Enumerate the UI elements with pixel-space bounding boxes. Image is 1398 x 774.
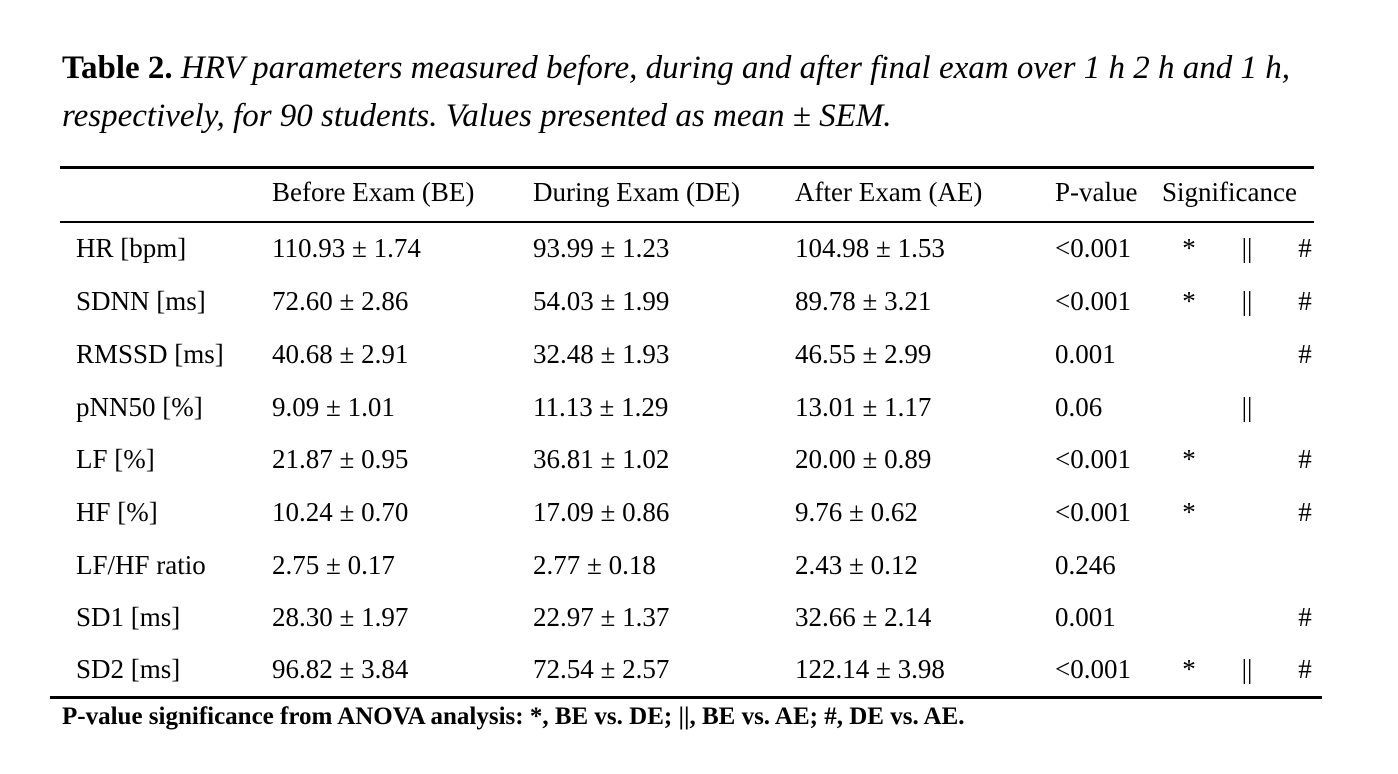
after-exam-cell: 20.00 ± 0.89 <box>795 444 932 474</box>
significance-be-de: * <box>1182 233 1196 263</box>
during-exam-cell: 11.13 ± 1.29 <box>533 392 669 422</box>
significance-de-ae: # <box>1298 602 1312 632</box>
p-value-cell: <0.001 <box>1055 233 1131 263</box>
before-exam-cell: 40.68 ± 2.91 <box>272 339 409 369</box>
p-value-cell: 0.06 <box>1055 392 1103 422</box>
header-cell: During Exam (DE) <box>533 177 740 207</box>
param-cell: pNN50 [%] <box>76 392 203 422</box>
param-cell: HF [%] <box>76 497 158 527</box>
param-cell: SD1 [ms] <box>76 602 181 632</box>
significance-be-ae: || <box>1241 233 1253 263</box>
table-footnote: P-value significance from ANOVA analysis… <box>62 703 965 730</box>
after-exam-cell: 122.14 ± 3.98 <box>795 654 945 684</box>
during-exam-cell: 54.03 ± 1.99 <box>533 286 670 316</box>
after-exam-cell: 13.01 ± 1.17 <box>795 392 932 422</box>
significance-de-ae: # <box>1298 654 1312 684</box>
p-value-cell: <0.001 <box>1055 654 1131 684</box>
after-exam-cell: 89.78 ± 3.21 <box>795 286 932 316</box>
param-cell: SDNN [ms] <box>76 286 206 316</box>
p-value-cell: <0.001 <box>1055 444 1131 474</box>
table-caption-text: HRV parameters measured before, during a… <box>62 50 1290 134</box>
significance-de-ae: # <box>1298 444 1312 474</box>
after-exam-cell: 9.76 ± 0.62 <box>795 497 918 527</box>
header-rule <box>60 221 1314 223</box>
significance-be-de: * <box>1182 497 1196 527</box>
param-cell: LF [%] <box>76 444 155 474</box>
before-exam-cell: 10.24 ± 0.70 <box>272 497 409 527</box>
significance-be-ae: || <box>1241 392 1253 422</box>
during-exam-cell: 17.09 ± 0.86 <box>533 497 670 527</box>
during-exam-cell: 32.48 ± 1.93 <box>533 339 670 369</box>
param-cell: RMSSD [ms] <box>76 339 224 369</box>
significance-be-ae: || <box>1241 654 1253 684</box>
header-cell: Before Exam (BE) <box>272 177 475 207</box>
during-exam-cell: 72.54 ± 2.57 <box>533 654 670 684</box>
before-exam-cell: 21.87 ± 0.95 <box>272 444 409 474</box>
significance-de-ae: # <box>1298 497 1312 527</box>
significance-de-ae: # <box>1298 286 1312 316</box>
before-exam-cell: 2.75 ± 0.17 <box>272 550 395 580</box>
header-cell: Significance <box>1162 177 1297 207</box>
significance-be-de: * <box>1182 286 1196 316</box>
during-exam-cell: 93.99 ± 1.23 <box>533 233 670 263</box>
p-value-cell: 0.001 <box>1055 602 1116 632</box>
p-value-cell: 0.001 <box>1055 339 1116 369</box>
p-value-cell: <0.001 <box>1055 286 1131 316</box>
significance-de-ae: # <box>1298 339 1312 369</box>
after-exam-cell: 32.66 ± 2.14 <box>795 602 932 632</box>
before-exam-cell: 96.82 ± 3.84 <box>272 654 409 684</box>
during-exam-cell: 36.81 ± 1.02 <box>533 444 670 474</box>
header-cell: P-value <box>1055 177 1138 207</box>
bottom-rule <box>50 696 1322 699</box>
significance-de-ae: # <box>1298 233 1312 263</box>
top-rule <box>60 166 1314 169</box>
before-exam-cell: 28.30 ± 1.97 <box>272 602 409 632</box>
after-exam-cell: 104.98 ± 1.53 <box>795 233 945 263</box>
param-cell: SD2 [ms] <box>76 654 181 684</box>
significance-be-ae: || <box>1241 286 1253 316</box>
before-exam-cell: 110.93 ± 1.74 <box>272 233 421 263</box>
after-exam-cell: 2.43 ± 0.12 <box>795 550 918 580</box>
param-cell: LF/HF ratio <box>76 550 206 580</box>
p-value-cell: <0.001 <box>1055 497 1131 527</box>
significance-be-de: * <box>1182 444 1196 474</box>
header-cell: After Exam (AE) <box>795 177 983 207</box>
before-exam-cell: 9.09 ± 1.01 <box>272 392 395 422</box>
table-caption: Table 2. HRV parameters measured before,… <box>62 44 1332 140</box>
param-cell: HR [bpm] <box>76 233 187 263</box>
during-exam-cell: 2.77 ± 0.18 <box>533 550 656 580</box>
before-exam-cell: 72.60 ± 2.86 <box>272 286 409 316</box>
after-exam-cell: 46.55 ± 2.99 <box>795 339 932 369</box>
p-value-cell: 0.246 <box>1055 550 1116 580</box>
table-label: Table 2. <box>62 50 173 86</box>
significance-be-de: * <box>1182 654 1196 684</box>
during-exam-cell: 22.97 ± 1.37 <box>533 602 670 632</box>
